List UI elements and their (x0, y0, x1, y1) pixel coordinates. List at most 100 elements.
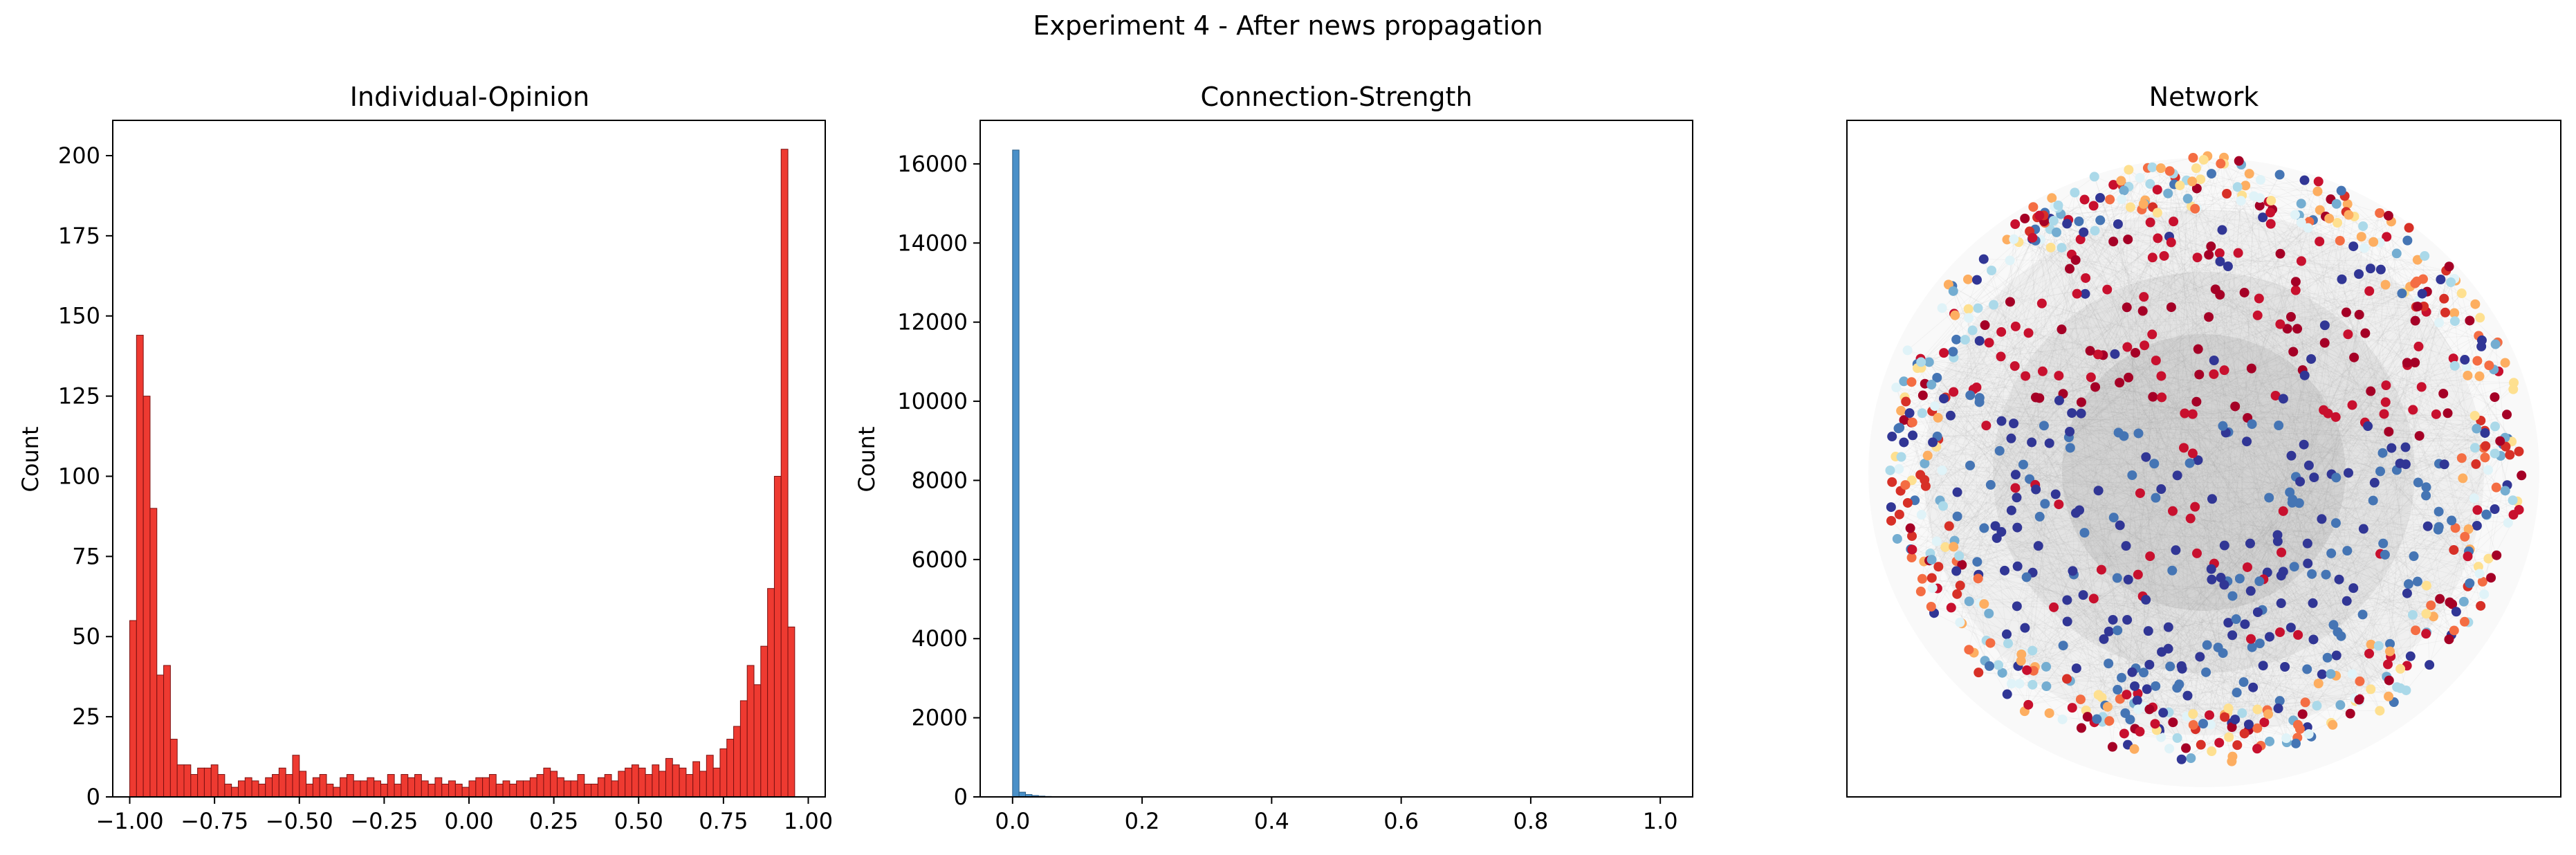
strength-bar (1018, 791, 1027, 798)
network-node (1939, 348, 1949, 358)
network-edge (2014, 239, 2258, 316)
network-node (2377, 448, 2388, 458)
network-edge (2176, 180, 2187, 688)
network-node (2054, 499, 2064, 510)
network-edge (1932, 587, 2252, 648)
network-edge (2041, 303, 2070, 438)
network-node (2176, 754, 2187, 764)
opinion-bar (427, 783, 436, 798)
network-edge (1907, 349, 2162, 490)
network-node (2282, 324, 2292, 334)
network-edge (2107, 255, 2209, 707)
network-edge (2046, 653, 2370, 668)
network-edge (2353, 246, 2470, 584)
network-edge (2104, 362, 2408, 706)
network-node (2412, 576, 2422, 587)
network-node (2129, 744, 2140, 754)
network-edge (2053, 220, 2135, 749)
network-node (2232, 182, 2243, 192)
network-edge (2279, 324, 2390, 681)
network-node (1944, 521, 1954, 531)
network-edge (1929, 362, 2407, 666)
network-edge (1896, 387, 2284, 572)
network-node (2144, 704, 2155, 715)
network-node (2384, 646, 2395, 656)
network-edge (1943, 398, 2200, 657)
opinion-bar (169, 739, 178, 798)
network-edge (1905, 200, 2146, 402)
network-node (2152, 185, 2162, 195)
network-edge (1920, 358, 2420, 436)
network-node (2300, 697, 2310, 708)
opinion-bar (231, 787, 239, 798)
network-edge (1929, 328, 2288, 362)
network-node (2435, 594, 2445, 604)
network-edge (2224, 585, 2288, 743)
opinion-bar (760, 645, 769, 798)
network-edge (2130, 207, 2355, 217)
strength-y-tick-label: 0 (954, 784, 968, 810)
network-node (2378, 538, 2389, 549)
network-edge (2407, 509, 2519, 594)
network-plot: Network (1846, 82, 2561, 798)
network-edge (2267, 688, 2401, 710)
network-node (2421, 482, 2431, 493)
network-edge (2214, 246, 2354, 375)
network-node (2317, 669, 2327, 679)
opinion-bar (739, 700, 748, 798)
network-node (2121, 541, 2131, 551)
network-edge (2145, 457, 2297, 744)
network-edge (2107, 389, 2514, 708)
opinion-bar (773, 475, 782, 798)
network-node (2449, 308, 2460, 318)
opinion-bar (312, 777, 320, 798)
network-node (2009, 234, 2019, 244)
network-node (2057, 243, 2067, 253)
network-node (2505, 450, 2515, 460)
network-edge (2109, 199, 2198, 554)
network-node (2359, 243, 2370, 253)
network-edge (1920, 474, 2454, 631)
network-edge (1942, 452, 2193, 471)
network-node (2354, 309, 2364, 320)
network-edge (1956, 571, 2481, 607)
network-edge (1954, 208, 2059, 541)
network-edge (2002, 257, 2198, 673)
opinion-plot-frame (112, 120, 826, 798)
network-edge (2035, 240, 2495, 454)
network-node (2272, 530, 2283, 540)
network-edge (2070, 432, 2485, 681)
network-edge (2330, 335, 2479, 724)
network-node (2254, 201, 2265, 211)
network-node (2476, 335, 2487, 345)
opinion-bar (434, 777, 443, 798)
network-edge (2373, 241, 2485, 448)
opinion-bar (149, 508, 158, 798)
network-node (2023, 328, 2034, 338)
network-node (1965, 460, 1976, 470)
network-node (2330, 518, 2341, 528)
network-node (2184, 458, 2195, 468)
opinion-x-tick-label: −1.00 (95, 808, 163, 834)
network-node (2308, 634, 2319, 645)
network-edge (2295, 281, 2347, 313)
network-node (1932, 372, 1942, 383)
network-edge (2081, 413, 2176, 551)
network-edge (1921, 177, 2140, 515)
network-edge (1898, 170, 2170, 429)
network-edge (2335, 312, 2446, 524)
network-node (2313, 176, 2324, 187)
network-edge (1890, 217, 2038, 522)
network-node (2054, 371, 2064, 381)
network-edge (2050, 218, 2468, 587)
network-edge (2032, 239, 2047, 667)
network-node (2495, 436, 2505, 446)
network-edge (1922, 195, 2243, 580)
network-edge (2053, 220, 2233, 596)
network-edge (1965, 339, 2413, 410)
network-node (2418, 274, 2428, 284)
network-edge (2236, 435, 2420, 746)
network-node (1926, 573, 1937, 583)
network-node (2079, 194, 2090, 205)
network-edge (2149, 183, 2323, 674)
